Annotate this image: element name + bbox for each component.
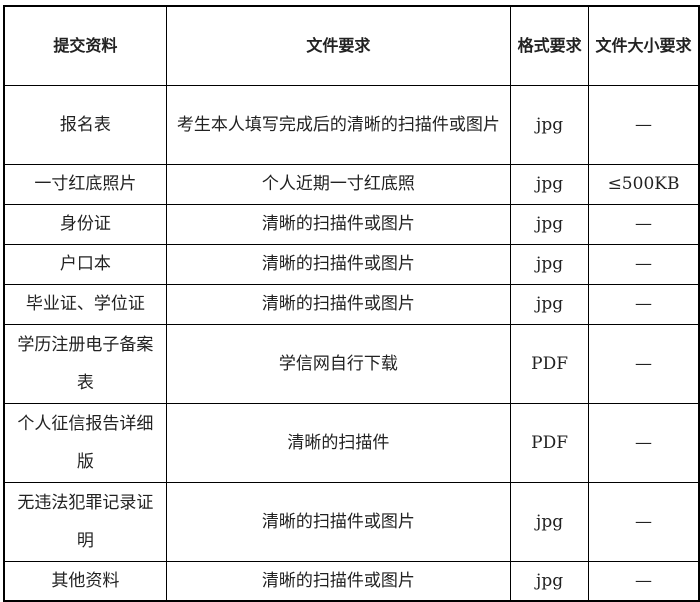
material-cell: 户口本 xyxy=(3,243,167,285)
format-cell: jpg xyxy=(510,283,590,325)
material-cell: 个人征信报告详细版 xyxy=(3,402,167,483)
header-format: 格式要求 xyxy=(510,5,590,86)
material-cell: 学历注册电子备案表 xyxy=(3,323,167,404)
material-cell: 其他资料 xyxy=(3,560,167,602)
requirement-cell: 个人近期一寸红底照 xyxy=(165,163,512,205)
header-row: 提交资料 文件要求 格式要求 文件大小要求 xyxy=(3,5,700,86)
table-row: 学历注册电子备案表 学信网自行下载 PDF — xyxy=(3,323,700,404)
format-cell: jpg xyxy=(510,243,590,285)
requirement-cell: 清晰的扫描件或图片 xyxy=(165,243,512,285)
table-row: 一寸红底照片 个人近期一寸红底照 jpg ≤500KB xyxy=(3,163,700,205)
format-cell: jpg xyxy=(510,203,590,245)
size-cell: — xyxy=(588,283,700,325)
format-cell: jpg xyxy=(510,560,590,602)
size-cell: — xyxy=(588,402,700,483)
material-cell: 身份证 xyxy=(3,203,167,245)
table-row: 个人征信报告详细版 清晰的扫描件 PDF — xyxy=(3,402,700,483)
format-cell: jpg xyxy=(510,163,590,205)
material-cell: 一寸红底照片 xyxy=(3,163,167,205)
format-cell: PDF xyxy=(510,323,590,404)
material-cell: 毕业证、学位证 xyxy=(3,283,167,325)
requirement-cell: 考生本人填写完成后的清晰的扫描件或图片 xyxy=(165,84,512,165)
requirement-cell: 清晰的扫描件或图片 xyxy=(165,283,512,325)
table-row: 其他资料 清晰的扫描件或图片 jpg — xyxy=(3,560,700,602)
size-cell: — xyxy=(588,84,700,165)
size-cell: — xyxy=(588,323,700,404)
size-cell: — xyxy=(588,481,700,562)
size-cell: — xyxy=(588,243,700,285)
table-row: 报名表 考生本人填写完成后的清晰的扫描件或图片 jpg — xyxy=(3,84,700,165)
header-size: 文件大小要求 xyxy=(588,5,700,86)
requirement-cell: 学信网自行下载 xyxy=(165,323,512,404)
size-cell: ≤500KB xyxy=(588,163,700,205)
table-row: 户口本 清晰的扫描件或图片 jpg — xyxy=(3,243,700,285)
table-row: 毕业证、学位证 清晰的扫描件或图片 jpg — xyxy=(3,283,700,325)
materials-table: 提交资料 文件要求 格式要求 文件大小要求 报名表 考生本人填写完成后的清晰的扫描… xyxy=(3,5,700,602)
table-row: 身份证 清晰的扫描件或图片 jpg — xyxy=(3,203,700,245)
header-material: 提交资料 xyxy=(3,5,167,86)
format-cell: jpg xyxy=(510,84,590,165)
table-row: 无违法犯罪记录证明 清晰的扫描件或图片 jpg — xyxy=(3,481,700,562)
requirement-cell: 清晰的扫描件 xyxy=(165,402,512,483)
format-cell: jpg xyxy=(510,481,590,562)
requirement-cell: 清晰的扫描件或图片 xyxy=(165,203,512,245)
material-cell: 无违法犯罪记录证明 xyxy=(3,481,167,562)
requirement-cell: 清晰的扫描件或图片 xyxy=(165,481,512,562)
size-cell: — xyxy=(588,560,700,602)
size-cell: — xyxy=(588,203,700,245)
format-cell: PDF xyxy=(510,402,590,483)
requirement-cell: 清晰的扫描件或图片 xyxy=(165,560,512,602)
material-cell: 报名表 xyxy=(3,84,167,165)
header-requirement: 文件要求 xyxy=(165,5,512,86)
